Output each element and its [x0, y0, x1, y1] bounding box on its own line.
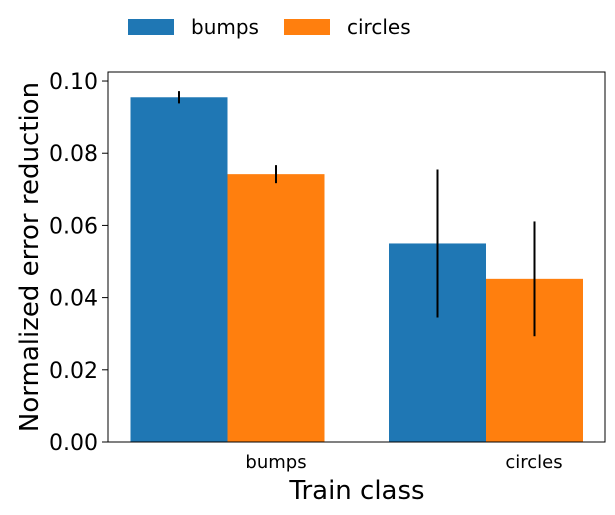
legend-label-bumps: bumps [191, 15, 259, 39]
plot-frame [107, 71, 606, 443]
bar-circles-bumps [227, 174, 325, 442]
legend-swatch-circles [284, 19, 330, 35]
y-tick-label: 0.08 [49, 142, 98, 167]
bar-bumps-bumps [130, 97, 228, 442]
legend: bumps circles [128, 15, 411, 39]
legend-label-circles: circles [347, 15, 411, 39]
x-axis: bumps circles [245, 452, 562, 473]
y-tick-label: 0.02 [49, 359, 98, 384]
y-tick-label: 0.04 [49, 287, 98, 312]
y-tick-label: 0.10 [49, 70, 98, 95]
y-axis: 0.00 0.02 0.04 0.06 0.08 0.10 [49, 70, 108, 456]
y-tick-label: 0.00 [49, 431, 98, 456]
bars [130, 97, 583, 442]
x-tick-label: bumps [245, 452, 306, 473]
legend-swatch-bumps [128, 19, 174, 35]
y-axis-title: Normalized error reduction [15, 82, 45, 432]
x-tick-label: circles [505, 452, 562, 473]
x-axis-title: Train class [288, 476, 424, 506]
error-bars [178, 91, 536, 337]
y-tick-label: 0.06 [49, 214, 98, 239]
